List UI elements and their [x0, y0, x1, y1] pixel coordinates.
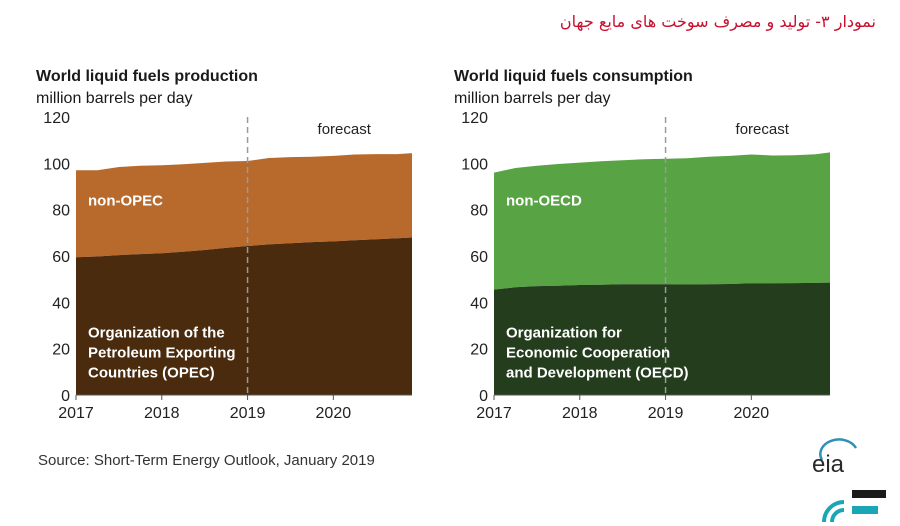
series-label-top: non-OPEC	[88, 192, 163, 209]
x-tick-label: 2019	[648, 405, 684, 420]
chart-title: World liquid fuels production	[36, 68, 258, 85]
y-tick-label: 100	[461, 156, 488, 173]
area-non-oecd	[494, 152, 830, 290]
y-tick-label: 0	[61, 388, 70, 405]
source-note: Source: Short-Term Energy Outlook, Janua…	[38, 452, 375, 469]
series-label-bottom: Organization of the	[88, 325, 225, 342]
corner-logo-bar-2	[852, 506, 878, 514]
consumption-chart: World liquid fuels consumption million ba…	[454, 68, 830, 420]
y-tick-label: 100	[43, 156, 70, 173]
x-tick-label: 2017	[58, 405, 94, 420]
chart-subtitle: million barrels per day	[36, 90, 193, 107]
area-bottom-series	[76, 237, 412, 395]
corner-logo-arc-1	[822, 500, 845, 523]
x-tick-label: 2019	[230, 405, 266, 420]
series-label-bottom: Countries (OPEC)	[88, 365, 215, 382]
forecast-label: forecast	[318, 121, 372, 138]
y-tick-label: 40	[52, 295, 70, 312]
y-tick-label: 80	[52, 203, 70, 220]
series-label-top: non-OECD	[506, 192, 582, 209]
x-tick-label: 2020	[734, 405, 770, 420]
corner-logo-bar-1	[852, 490, 886, 498]
series-label-bottom: Organization for	[506, 325, 622, 342]
series-label-bottom: and Development (OECD)	[506, 365, 689, 382]
y-tick-label: 60	[470, 249, 488, 266]
eia-logo-text: eia	[812, 451, 845, 478]
x-tick-label: 2018	[562, 405, 598, 420]
y-tick-label: 60	[52, 249, 70, 266]
y-tick-label: 0	[479, 388, 488, 405]
y-tick-label: 20	[52, 342, 70, 359]
chart-title: World liquid fuels consumption	[454, 68, 693, 85]
forecast-label: forecast	[736, 121, 790, 138]
area-non-opec	[76, 153, 412, 258]
series-label-bottom: Economic Cooperation	[506, 345, 670, 362]
eia-logo-arc	[819, 438, 858, 461]
y-tick-label: 40	[470, 295, 488, 312]
production-chart: World liquid fuels production million bar…	[36, 68, 412, 420]
x-tick-label: 2020	[316, 405, 352, 420]
y-tick-label: 120	[43, 110, 70, 127]
eia-logo: eia	[812, 438, 858, 478]
area-bottom-series	[494, 282, 830, 395]
x-tick-label: 2018	[144, 405, 180, 420]
series-label-bottom: Petroleum Exporting	[88, 345, 236, 362]
corner-logo-arc-2	[830, 508, 845, 523]
x-tick-label: 2017	[476, 405, 512, 420]
chart-subtitle: million barrels per day	[454, 90, 611, 107]
figure-caption: نمودار ۳- تولید و مصرف سوخت های مایع جها…	[559, 12, 876, 31]
y-tick-label: 20	[470, 342, 488, 359]
corner-logo	[822, 490, 886, 523]
y-tick-label: 80	[470, 203, 488, 220]
y-tick-label: 120	[461, 110, 488, 127]
